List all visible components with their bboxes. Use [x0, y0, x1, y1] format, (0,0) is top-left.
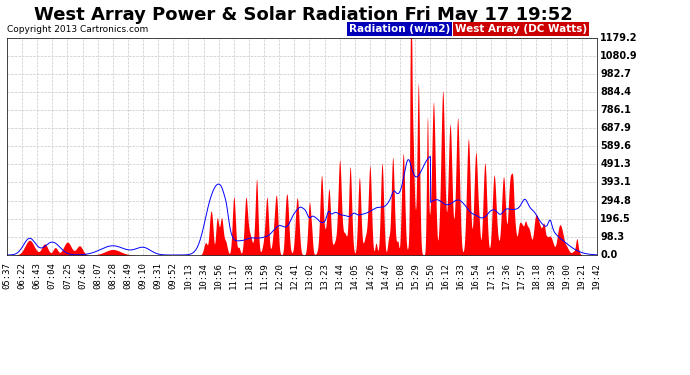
Text: 07:04: 07:04 — [48, 262, 57, 290]
Text: 196.5: 196.5 — [600, 214, 631, 224]
Text: 393.1: 393.1 — [600, 177, 631, 188]
Text: 10:34: 10:34 — [199, 262, 208, 290]
Text: 1080.9: 1080.9 — [600, 51, 638, 61]
Text: 17:15: 17:15 — [486, 262, 495, 290]
Text: 14:05: 14:05 — [351, 262, 359, 290]
Text: 10:56: 10:56 — [214, 262, 223, 290]
Text: 13:02: 13:02 — [305, 262, 314, 290]
Text: 10:13: 10:13 — [184, 262, 193, 290]
Text: 18:18: 18:18 — [532, 262, 541, 290]
Text: 15:08: 15:08 — [395, 262, 405, 290]
Text: Radiation (w/m2): Radiation (w/m2) — [349, 24, 451, 34]
Text: 07:46: 07:46 — [78, 262, 87, 290]
Text: 12:20: 12:20 — [275, 262, 284, 290]
Text: 06:22: 06:22 — [17, 262, 26, 290]
Text: 09:10: 09:10 — [139, 262, 148, 290]
Text: 08:07: 08:07 — [93, 262, 102, 290]
Text: 982.7: 982.7 — [600, 69, 631, 79]
Text: 11:59: 11:59 — [259, 262, 268, 290]
Text: Copyright 2013 Cartronics.com: Copyright 2013 Cartronics.com — [7, 25, 148, 34]
Text: 08:49: 08:49 — [124, 262, 132, 290]
Text: 16:12: 16:12 — [441, 262, 450, 290]
Text: 15:29: 15:29 — [411, 262, 420, 290]
Text: 294.8: 294.8 — [600, 196, 631, 206]
Text: 16:54: 16:54 — [471, 262, 480, 290]
Text: 0.0: 0.0 — [600, 250, 618, 260]
Text: 98.3: 98.3 — [600, 232, 624, 242]
Text: 11:38: 11:38 — [244, 262, 253, 290]
Text: 17:36: 17:36 — [502, 262, 511, 290]
Text: 09:31: 09:31 — [154, 262, 163, 290]
Text: 1179.2: 1179.2 — [600, 33, 638, 42]
Text: West Array (DC Watts): West Array (DC Watts) — [455, 24, 587, 34]
Text: 19:42: 19:42 — [592, 262, 602, 290]
Text: 06:43: 06:43 — [32, 262, 41, 290]
Text: 13:44: 13:44 — [335, 262, 344, 290]
Text: 11:17: 11:17 — [229, 262, 238, 290]
Text: 18:39: 18:39 — [547, 262, 556, 290]
Text: 786.1: 786.1 — [600, 105, 631, 115]
Text: 687.9: 687.9 — [600, 123, 631, 133]
Text: 12:41: 12:41 — [290, 262, 299, 290]
Text: West Array Power & Solar Radiation Fri May 17 19:52: West Array Power & Solar Radiation Fri M… — [34, 6, 573, 24]
Text: 14:47: 14:47 — [381, 262, 390, 290]
Text: 09:52: 09:52 — [169, 262, 178, 290]
Text: 17:57: 17:57 — [517, 262, 526, 290]
Text: 491.3: 491.3 — [600, 159, 631, 170]
Text: 05:37: 05:37 — [2, 262, 12, 290]
Text: 14:26: 14:26 — [366, 262, 375, 290]
Text: 07:25: 07:25 — [63, 262, 72, 290]
Text: 19:21: 19:21 — [578, 262, 586, 290]
Text: 08:28: 08:28 — [108, 262, 117, 290]
Text: 15:50: 15:50 — [426, 262, 435, 290]
Text: 19:00: 19:00 — [562, 262, 571, 290]
Text: 884.4: 884.4 — [600, 87, 631, 97]
Text: 589.6: 589.6 — [600, 141, 631, 151]
Text: 13:23: 13:23 — [320, 262, 329, 290]
Text: 16:33: 16:33 — [456, 262, 465, 290]
